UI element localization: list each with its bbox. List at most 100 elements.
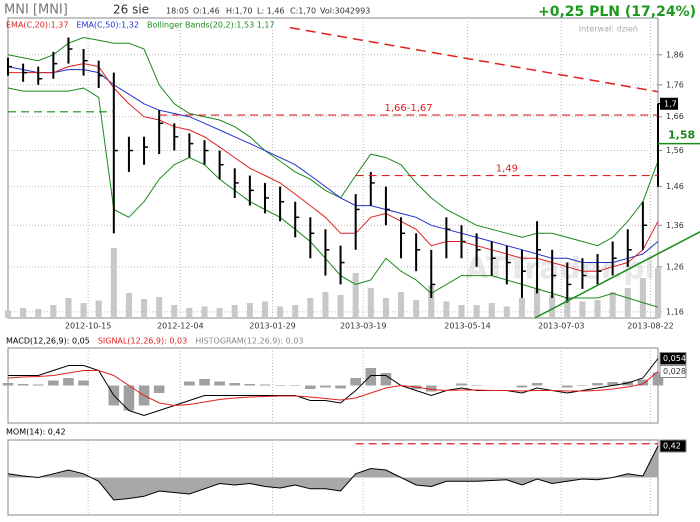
volume-bar bbox=[4, 310, 12, 318]
volume-bar bbox=[110, 248, 117, 318]
histogram-bar bbox=[350, 378, 361, 386]
histogram-bar bbox=[48, 380, 59, 386]
date: 26 sie bbox=[113, 3, 149, 17]
volume-bar bbox=[413, 300, 420, 318]
histogram-bar bbox=[607, 382, 618, 386]
y-tick-label: 1,76 bbox=[666, 80, 684, 89]
volume-bar bbox=[398, 292, 405, 318]
volume-bar bbox=[261, 301, 268, 318]
histogram-bar bbox=[153, 385, 165, 393]
change: +0,25 PLN (17,24%) bbox=[538, 4, 696, 20]
volume-bar bbox=[246, 303, 253, 318]
level-label: 1,49 bbox=[496, 164, 518, 175]
volume-bar bbox=[322, 292, 329, 318]
interval: Interwał: dzień bbox=[579, 25, 638, 34]
line bbox=[7, 87, 659, 308]
legend-entry: MOM(14): 0,42 bbox=[6, 428, 66, 437]
histogram-bar bbox=[78, 380, 89, 386]
histogram-bar bbox=[335, 385, 346, 389]
volume-bar bbox=[518, 298, 525, 318]
legend-entry: SIGNAL(12,26,9): 0,03 bbox=[98, 337, 187, 346]
y-tick-label: 1,16 bbox=[666, 307, 684, 316]
legend-entry: MACD(12,26,9): 0,05 bbox=[6, 337, 90, 346]
volume-bar bbox=[65, 298, 72, 318]
low: L: 1,46 bbox=[257, 7, 285, 16]
volume-bar bbox=[624, 288, 631, 318]
histogram-bar bbox=[123, 385, 135, 411]
open: O:1,46 bbox=[193, 7, 220, 16]
histogram-bar bbox=[562, 385, 573, 388]
histogram-bar bbox=[199, 379, 210, 386]
histogram-bar bbox=[652, 372, 664, 386]
x-tick-label: 2013-03-19 bbox=[340, 322, 387, 331]
x-tick-label: 2013-07-03 bbox=[538, 322, 585, 331]
watermark: ATTrader.pl bbox=[465, 252, 655, 287]
volume-bar bbox=[20, 308, 27, 318]
y-tick-label: 1,46 bbox=[666, 182, 684, 191]
high: H:1,70 bbox=[226, 7, 253, 16]
histogram-bar bbox=[320, 385, 331, 388]
volume-bar bbox=[201, 306, 208, 318]
volume-bar bbox=[564, 298, 571, 318]
volume-bar bbox=[80, 303, 87, 318]
marker-label: 1,58 bbox=[668, 129, 695, 142]
histogram-bar bbox=[229, 383, 241, 386]
volume-bar bbox=[156, 297, 163, 318]
legend-entry: EMA(C,50):1,32 bbox=[77, 21, 140, 30]
histogram-bar bbox=[274, 385, 286, 386]
histogram-bar bbox=[516, 385, 528, 388]
volume-bar bbox=[609, 292, 616, 318]
volume-bar bbox=[35, 309, 42, 318]
legend-entry: HISTOGRAM(12,26,9): 0,03 bbox=[195, 337, 303, 346]
volume-bar bbox=[382, 298, 389, 318]
x-tick-label: 2012-10-15 bbox=[65, 322, 112, 331]
volume-bar bbox=[549, 295, 556, 318]
legend-entry: EMA(C,20):1,37 bbox=[6, 21, 69, 30]
y-tick-label: 1,56 bbox=[666, 146, 684, 155]
last-label: 1,7 bbox=[664, 99, 677, 108]
trend-line bbox=[534, 231, 700, 319]
volume-bar bbox=[216, 308, 223, 318]
volume-bar bbox=[95, 300, 102, 318]
histogram-bar bbox=[184, 381, 195, 386]
volume-bar bbox=[231, 305, 238, 318]
histogram-bar bbox=[63, 378, 74, 386]
volume-bar bbox=[473, 305, 480, 318]
volume-bar bbox=[50, 305, 57, 318]
volume-bar bbox=[307, 298, 314, 318]
last-label-box bbox=[660, 97, 678, 110]
y-tick-box bbox=[659, 365, 687, 378]
volume-bar bbox=[171, 305, 178, 318]
histogram-bar bbox=[425, 385, 437, 392]
volume-bar bbox=[352, 273, 359, 318]
y-tick-label: 1,26 bbox=[666, 262, 684, 271]
y-tick-label: 0,054 bbox=[663, 354, 686, 363]
volume-bar bbox=[292, 305, 299, 318]
volume-bar bbox=[141, 299, 148, 318]
histogram-bar bbox=[471, 385, 482, 386]
y-tick-box bbox=[659, 352, 687, 365]
volume-bar bbox=[458, 305, 465, 318]
volume-bar bbox=[503, 306, 510, 318]
volume-bar bbox=[488, 303, 495, 318]
x-tick-label: 2013-05-14 bbox=[444, 322, 491, 331]
line bbox=[7, 370, 659, 407]
area bbox=[8, 446, 658, 500]
volume-bar bbox=[428, 285, 435, 318]
y-tick-box bbox=[659, 439, 687, 453]
line bbox=[7, 36, 659, 247]
volume-bar bbox=[186, 308, 193, 318]
level-label: 1,66-1,67 bbox=[385, 103, 433, 114]
volume-bar bbox=[443, 301, 450, 318]
histogram-bar bbox=[365, 368, 377, 386]
volume-bar bbox=[594, 300, 601, 318]
volume-bar bbox=[337, 295, 344, 318]
histogram-bar bbox=[305, 385, 316, 389]
histogram-bar bbox=[380, 373, 392, 386]
volume-bar bbox=[277, 306, 284, 318]
y-tick-label: 0,028 bbox=[663, 367, 686, 376]
line bbox=[7, 66, 659, 263]
histogram-bar bbox=[531, 383, 543, 386]
histogram-bar bbox=[244, 384, 256, 386]
